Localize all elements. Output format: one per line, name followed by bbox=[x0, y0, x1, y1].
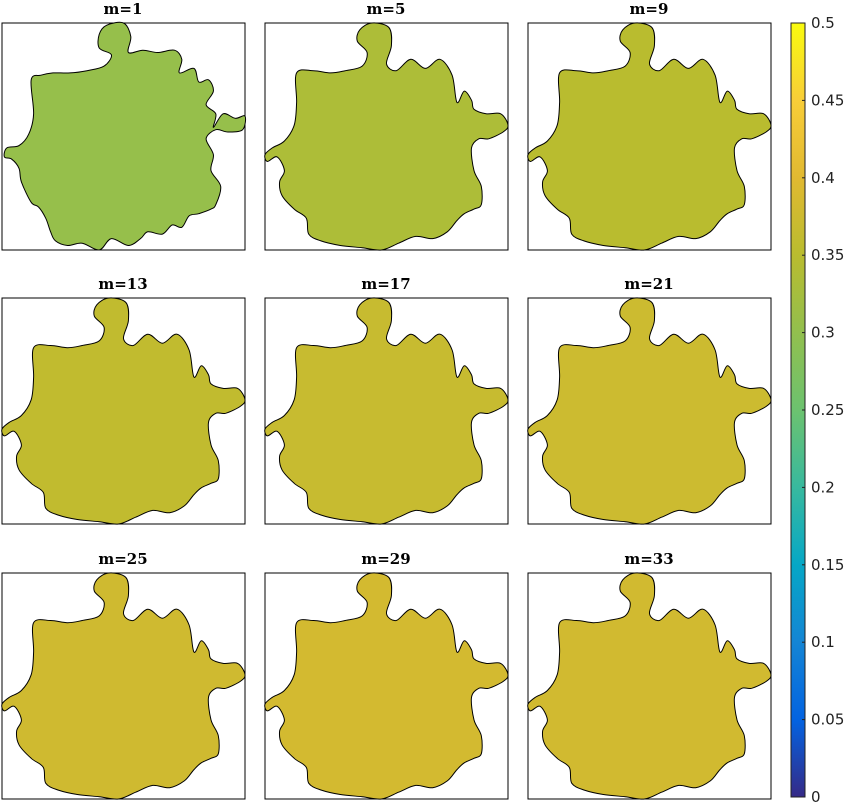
panel-7-title: m=25 bbox=[98, 550, 147, 568]
panel-1: m=1 bbox=[1, 0, 247, 251]
panel-6: m=21 bbox=[527, 275, 772, 525]
panel-3: m=9 bbox=[527, 0, 772, 251]
panel-5-title: m=17 bbox=[361, 275, 410, 293]
panel-5: m=17 bbox=[264, 275, 509, 525]
panel-1-title: m=1 bbox=[104, 0, 143, 18]
panel-4-title: m=13 bbox=[98, 275, 147, 293]
colorbar-ticks: 0 0.05 0.1 0.15 0.2 0.25 0.3 0.35 0.4 0.45 0.5 bbox=[802, 14, 844, 806]
panel-9-region bbox=[527, 572, 772, 800]
panel-5-region bbox=[264, 297, 509, 525]
colorbar-tick-label: 0.5 bbox=[811, 14, 835, 32]
colorbar-tick-label: 0.1 bbox=[811, 633, 835, 651]
panel-7-region bbox=[1, 572, 246, 800]
panel-2: m=5 bbox=[264, 0, 509, 251]
panel-6-title: m=21 bbox=[624, 275, 673, 293]
colorbar: 0 0.05 0.1 0.15 0.2 0.25 0.3 0.35 0.4 0.45 0.5 bbox=[790, 14, 844, 806]
panel-9: m=33 bbox=[527, 550, 772, 800]
panel-8-region bbox=[264, 572, 509, 800]
colorbar-tick-label: 0.15 bbox=[811, 556, 844, 574]
colorbar-tick-label: 0.05 bbox=[811, 711, 844, 729]
panel-3-region bbox=[527, 22, 772, 251]
colorbar-tick-label: 0.45 bbox=[811, 91, 844, 109]
panel-4-region bbox=[1, 297, 246, 525]
colorbar-tick-label: 0.25 bbox=[811, 401, 844, 419]
panel-7: m=25 bbox=[1, 550, 246, 800]
panel-3-title: m=9 bbox=[630, 0, 669, 18]
colorbar-tick-label: 0 bbox=[811, 788, 821, 806]
colorbar-tick-label: 0.2 bbox=[811, 478, 835, 496]
panel-8: m=29 bbox=[264, 550, 509, 800]
colorbar-tick-label: 0.4 bbox=[811, 169, 835, 187]
colorbar-tick-label: 0.35 bbox=[811, 246, 844, 264]
panel-9-title: m=33 bbox=[624, 550, 673, 568]
panel-1-region bbox=[3, 21, 247, 251]
panel-2-title: m=5 bbox=[367, 0, 406, 18]
panel-8-title: m=29 bbox=[361, 550, 410, 568]
colorbar-tick-label: 0.3 bbox=[811, 324, 835, 342]
panel-4: m=13 bbox=[1, 275, 246, 525]
panel-6-region bbox=[527, 297, 772, 525]
panel-2-region bbox=[264, 22, 509, 251]
